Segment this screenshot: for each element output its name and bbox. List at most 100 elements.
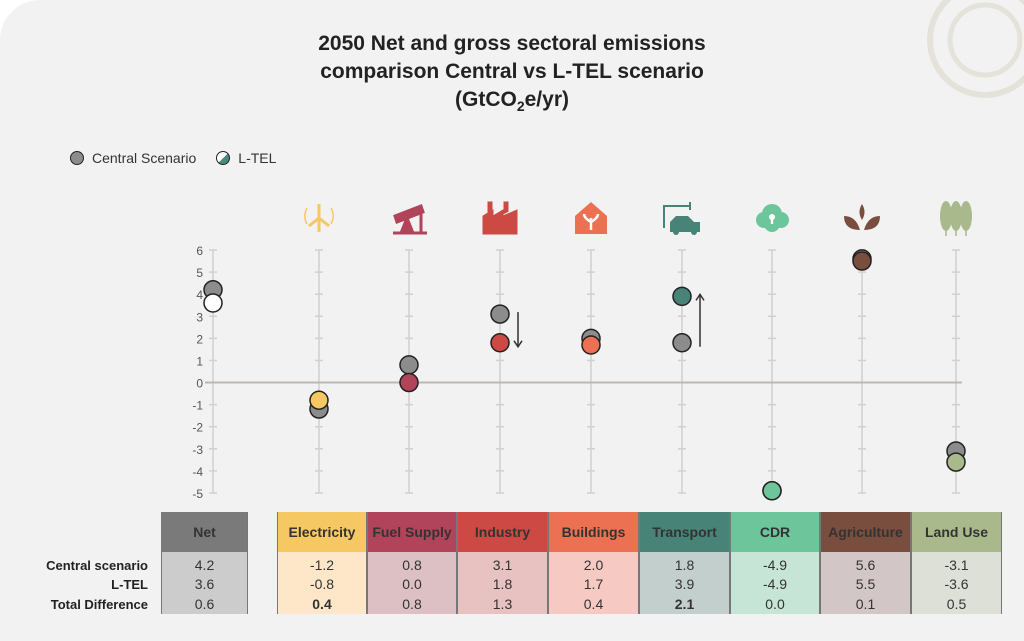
column-body	[639, 552, 730, 614]
arrow-head	[513, 340, 523, 349]
ltel-value: 1.8	[492, 576, 513, 592]
icon-part	[663, 202, 691, 228]
row-label-ltel: L-TEL	[111, 577, 148, 592]
factory-icon	[482, 201, 518, 235]
column-header: Net	[161, 512, 248, 552]
difference-value: 2.1	[674, 596, 695, 612]
column-body	[820, 552, 911, 614]
icon-part	[691, 229, 697, 235]
ltel-value: 3.6	[194, 576, 215, 592]
house-plant-icon	[575, 202, 607, 234]
icon-part	[960, 201, 972, 231]
column-body	[548, 552, 639, 614]
y-tick-label: -1	[192, 399, 203, 413]
central-value: 1.8	[674, 557, 695, 573]
title-line-1: 2050 Net and gross sectoral emissions	[318, 32, 706, 55]
y-tick-label: 0	[196, 377, 203, 391]
central-value: 2.0	[583, 557, 604, 573]
y-tick-label: -5	[192, 487, 203, 501]
column-header: Agriculture	[820, 512, 911, 552]
column-body	[730, 552, 820, 614]
column-header: CDR	[730, 512, 820, 552]
icon-part	[940, 201, 952, 231]
logo-watermark	[927, 0, 1024, 98]
ltel-value: -0.8	[309, 576, 335, 592]
y-tick-label: 2	[196, 332, 203, 346]
column-header: Industry	[457, 512, 548, 552]
trees-icon	[940, 201, 972, 236]
difference-value: 1.3	[492, 596, 513, 612]
y-tick-label: -3	[192, 443, 203, 457]
central-value: 5.6	[855, 557, 876, 573]
leaves-icon	[844, 204, 880, 230]
column-body	[457, 552, 548, 614]
y-tick-label: 3	[196, 310, 203, 324]
central-point	[490, 304, 510, 324]
icon-part	[673, 229, 679, 235]
legend: Central Scenario L-TEL	[70, 150, 276, 166]
y-tick-label: -4	[192, 465, 203, 479]
electric-car-icon	[663, 202, 700, 235]
chart-title: 2050 Net and gross sectoral emissions co…	[0, 30, 1024, 120]
icon-part	[393, 204, 427, 235]
arrow-head	[695, 293, 705, 301]
ltel-point	[309, 390, 329, 410]
y-tick-label: -2	[192, 421, 203, 435]
ltel-value: 1.7	[583, 576, 604, 592]
unit-sub: 2	[516, 98, 525, 115]
legend-ltel-marker	[216, 151, 231, 165]
title-unit: (GtCO2e/yr)	[0, 86, 1024, 120]
difference-value: 0.4	[312, 596, 332, 612]
column-body	[367, 552, 457, 614]
central-value: -1.2	[309, 557, 335, 573]
ltel-value: 0.0	[402, 576, 422, 592]
central-point	[672, 333, 692, 353]
ltel-point	[852, 251, 872, 271]
ltel-point	[399, 372, 419, 393]
icon-part	[304, 207, 334, 225]
legend-central-marker	[70, 151, 84, 165]
column-header: Fuel Supply	[367, 512, 457, 552]
central-value: -3.1	[944, 557, 969, 573]
icon-part	[582, 213, 600, 230]
ltel-point	[203, 293, 223, 313]
icon-part	[770, 218, 774, 224]
central-point	[399, 355, 419, 375]
unit-pre: (GtCO	[455, 88, 517, 111]
difference-value: 0.1	[855, 596, 876, 612]
icon-part	[950, 201, 962, 231]
column-header: Transport	[639, 512, 730, 552]
ltel-point	[581, 335, 601, 355]
wind-turbine-icon	[304, 204, 334, 232]
icon-part	[308, 206, 330, 228]
column-body	[277, 552, 367, 614]
unit-post: e/yr)	[524, 88, 569, 111]
column-header: Buildings	[548, 512, 639, 552]
ltel-value: -3.6	[944, 576, 969, 592]
column-header: Electricity	[277, 512, 367, 552]
column-body	[161, 552, 248, 614]
ltel-value: -4.9	[762, 576, 788, 592]
column-header: Land Use	[911, 512, 1002, 552]
central-value: 3.1	[492, 557, 513, 573]
y-tick-label: 6	[196, 244, 203, 258]
cloud-keyhole-icon	[756, 204, 789, 232]
central-value: 4.2	[194, 557, 215, 573]
column-body	[911, 552, 1002, 614]
legend-central-label: Central Scenario	[92, 150, 197, 166]
icon-part	[844, 204, 880, 230]
ltel-point	[946, 452, 966, 472]
row-label-difference: Total Difference	[50, 597, 148, 612]
central-value: -4.9	[762, 557, 788, 573]
ltel-point	[672, 286, 692, 307]
title-line-2: comparison Central vs L-TEL scenario	[320, 60, 704, 83]
y-tick-label: 1	[196, 354, 203, 368]
difference-value: 0.6	[194, 596, 215, 612]
central-value: 0.8	[402, 557, 422, 573]
ltel-point	[490, 333, 510, 353]
y-tick-label: 5	[196, 266, 203, 280]
difference-value: 0.8	[402, 596, 422, 612]
icon-part	[769, 214, 775, 220]
difference-value: 0.4	[583, 596, 604, 612]
